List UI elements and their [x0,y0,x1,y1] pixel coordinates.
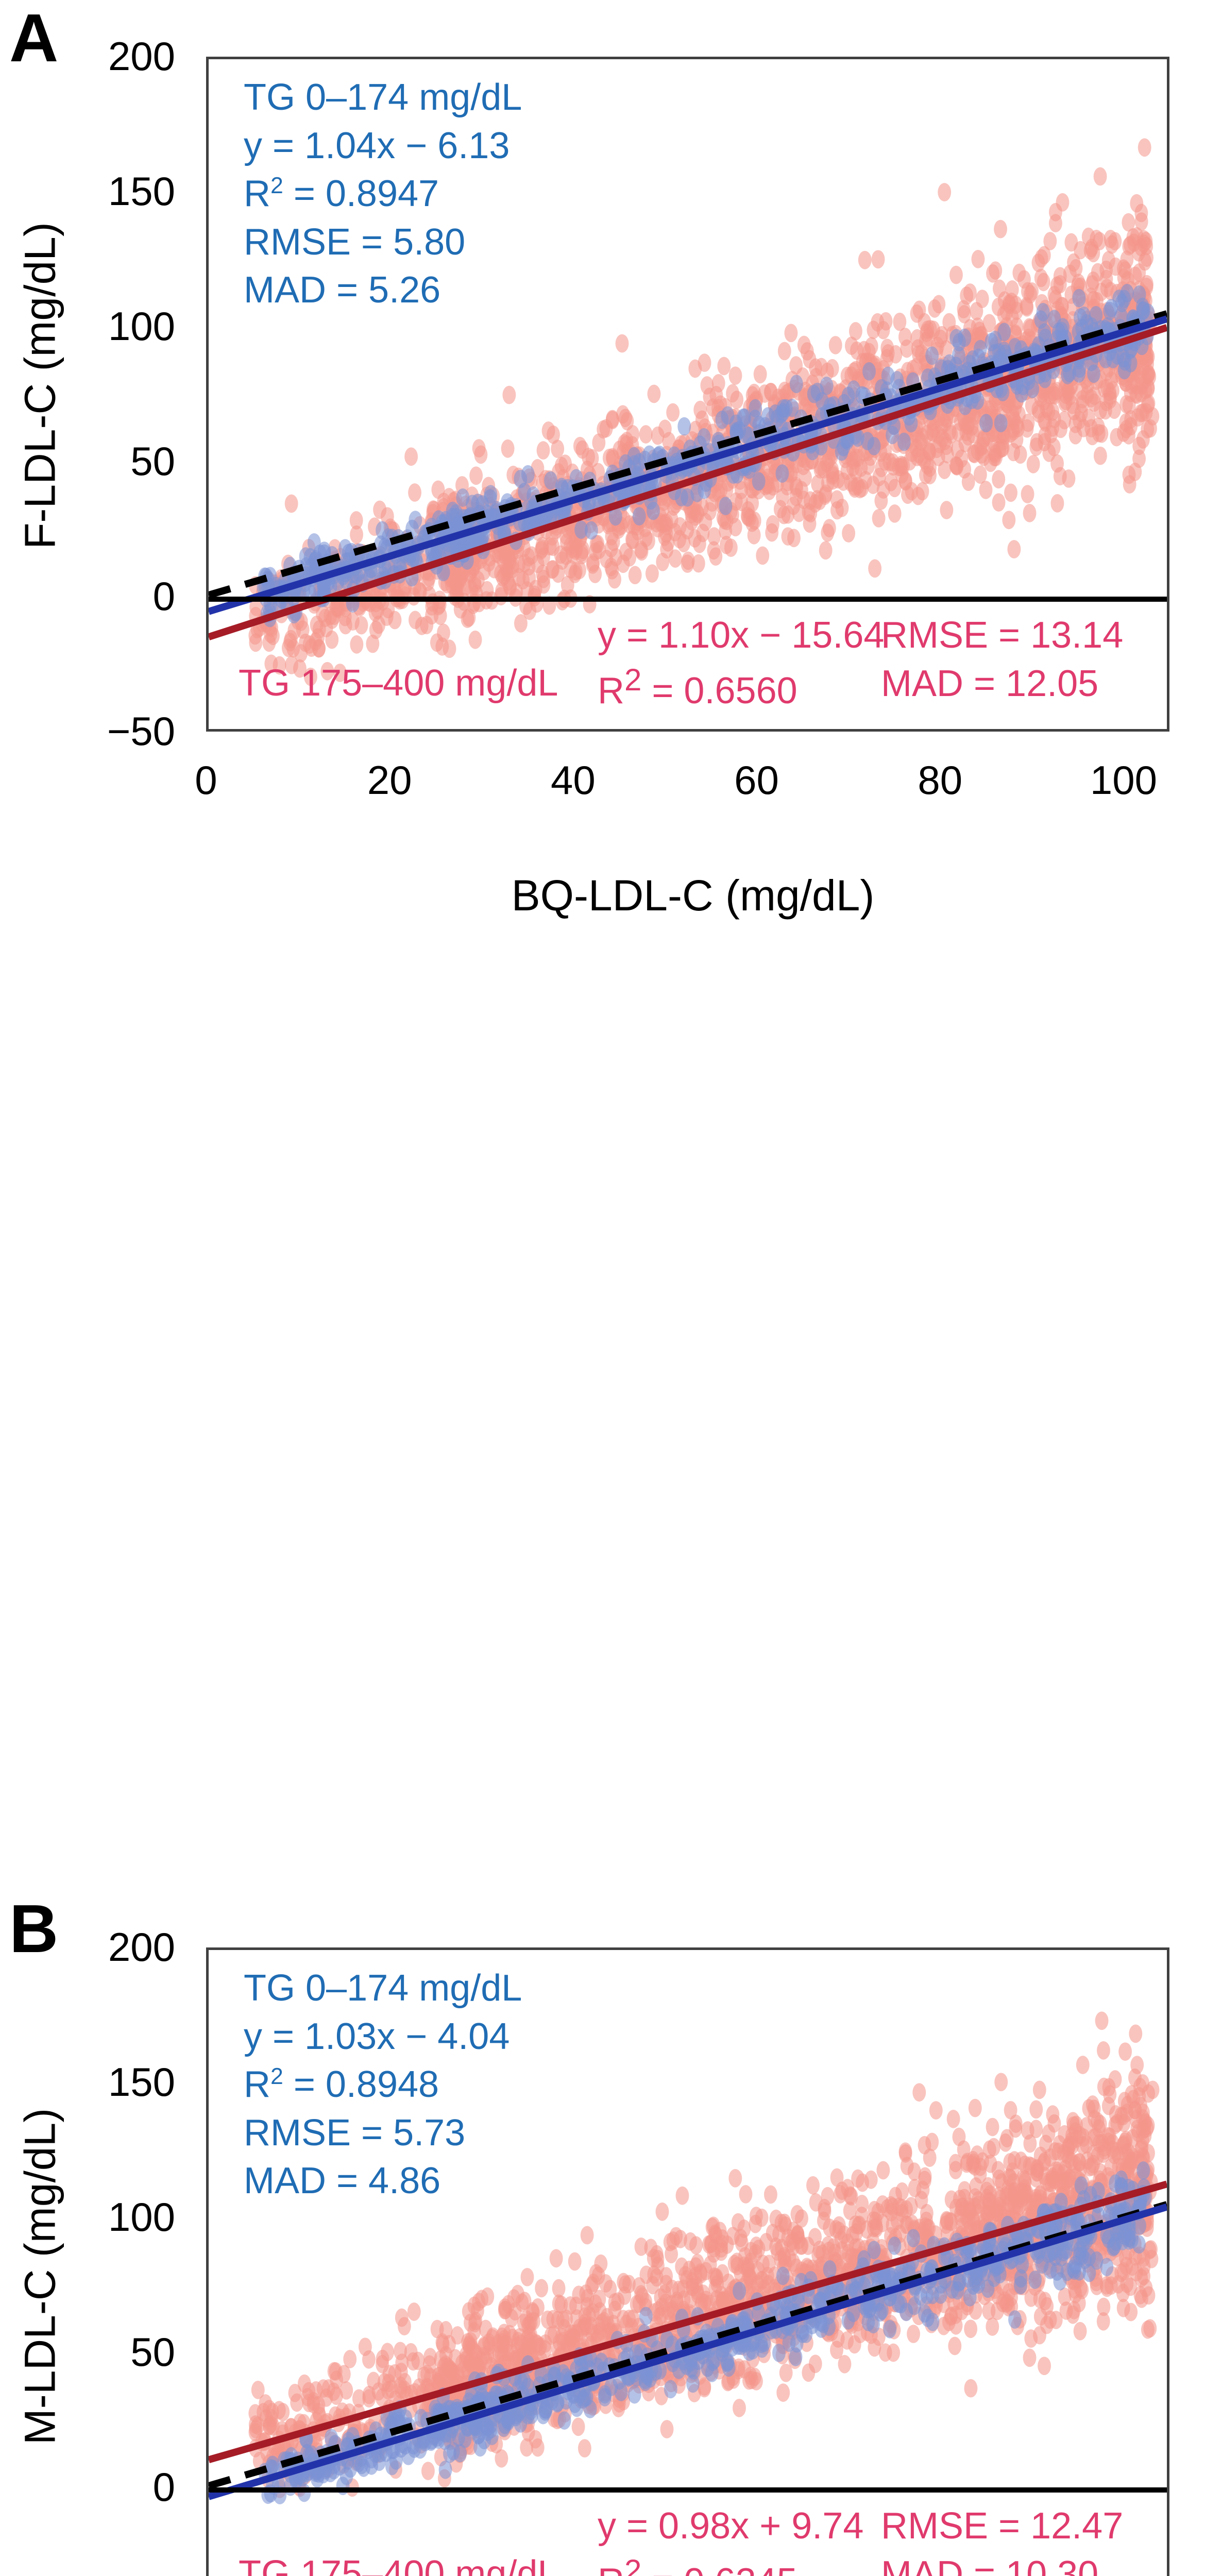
blue-equation: y = 1.04x − 6.13 [244,122,522,171]
x-tick-label: 100 [1072,760,1175,800]
annotation-pink-equation-block: y = 0.98x + 9.74R2 = 0.6245 [598,2502,863,2576]
pink-r2: R2 = 0.6245 [598,2551,863,2576]
pink-r2-value: = 0.6560 [641,670,797,711]
pink-r2-value: = 0.6245 [641,2561,797,2576]
zero-reference-line [209,597,1167,602]
blue-equation: y = 1.03x − 4.04 [244,2013,522,2061]
blue-r2-value: = 0.8948 [283,2064,439,2105]
y-tick-label: −50 [31,711,175,751]
x-axis-title: BQ-LDL-C (mg/dL) [216,871,1169,921]
blue-rmse: RMSE = 5.73 [244,2109,522,2158]
blue-r2: R2 = 0.8947 [244,170,522,218]
blue-r2: R2 = 0.8948 [244,2061,522,2109]
blue-mad: MAD = 4.86 [244,2157,522,2206]
x-tick-mark [941,729,944,732]
x-tick-label: 60 [705,760,808,800]
plot-box: TG 0–174 mg/dL y = 1.03x − 4.04 R2 = 0.894… [206,1947,1169,2576]
pink-r2: R2 = 0.6560 [598,660,884,716]
zero-reference-line [209,2487,1167,2493]
annotation-blue-group: TG 0–174 mg/dL y = 1.04x − 6.13 R2 = 0.894… [244,74,522,315]
annotation-pink-metrics-block: RMSE = 12.47 MAD = 10.30 [881,2502,1123,2576]
pink-mad: MAD = 12.05 [881,660,1123,708]
x-tick-mark [208,729,210,732]
y-tick-label: 200 [31,1927,175,1967]
plot-box: TG 0–174 mg/dL y = 1.04x − 6.13 R2 = 0.894… [206,57,1169,732]
y-axis-title: M-LDL-C (mg/dL) [15,2045,65,2509]
pink-equation: y = 1.10x − 15.64 [598,612,884,660]
blue-r2-exponent: 2 [270,2064,283,2089]
x-tick-mark [391,729,394,732]
blue-tg-range: TG 0–174 mg/dL [244,74,522,122]
pink-r2-exponent: 2 [624,2553,641,2576]
blue-r2-exponent: 2 [270,173,283,198]
pink-r2-symbol: R [598,670,624,711]
annotation-pink-metrics-block: RMSE = 13.14 MAD = 12.05 [881,612,1123,708]
x-tick-label: 20 [338,760,441,800]
x-tick-label: 40 [521,760,624,800]
y-tick-label: 200 [31,36,175,76]
x-tick-mark [574,729,577,732]
annotation-pink-equation-block: y = 1.10x − 15.64 R2 = 0.6560 [598,612,884,715]
blue-rmse: RMSE = 5.80 [244,218,522,267]
y-axis-title: F-LDL-C (mg/dL) [15,154,65,618]
blue-r2-symbol: R [244,2064,270,2105]
y-tick-mark [206,58,209,61]
pink-tg-range: TG 175–400 mg/dL [239,662,558,704]
blue-tg-range: TG 0–174 mg/dL [244,1964,522,2013]
pink-equation: y = 0.98x + 9.74 [598,2502,863,2551]
y-tick-mark [206,1949,209,1952]
x-tick-mark [758,729,760,732]
y-tick-mark [206,2354,209,2357]
panel-a: A 200 150 100 50 0 −50 0 20 40 60 80 100 F-LDL-C (mg/… [0,0,1222,945]
pink-r2-symbol: R [598,2561,624,2576]
y-tick-mark [206,193,209,196]
y-tick-mark [206,328,209,331]
x-tick-mark [1125,729,1127,732]
y-tick-mark [206,463,209,466]
plot-wrapper: 200 150 100 50 0 −50 0 20 40 60 80 100 F-LDL-C (mg/d… [0,0,1222,945]
pink-tg-range: TG 175–400 mg/dL [239,2553,558,2576]
pink-rmse: RMSE = 13.14 [881,612,1123,660]
pink-r2-exponent: 2 [624,663,641,697]
blue-r2-symbol: R [244,173,270,214]
annotation-blue-group: TG 0–174 mg/dL y = 1.03x − 4.04 R2 = 0.894… [244,1964,522,2206]
x-tick-label: 0 [155,760,258,800]
y-tick-mark [206,2219,209,2222]
y-tick-mark [206,598,209,601]
pink-rmse: RMSE = 12.47 [881,2502,1123,2551]
y-tick-mark [206,2489,209,2492]
x-tick-label: 80 [889,760,992,800]
blue-mad: MAD = 5.26 [244,266,522,315]
blue-r2-value: = 0.8947 [283,173,439,214]
pink-mad: MAD = 10.30 [881,2551,1123,2576]
y-tick-mark [206,2084,209,2087]
